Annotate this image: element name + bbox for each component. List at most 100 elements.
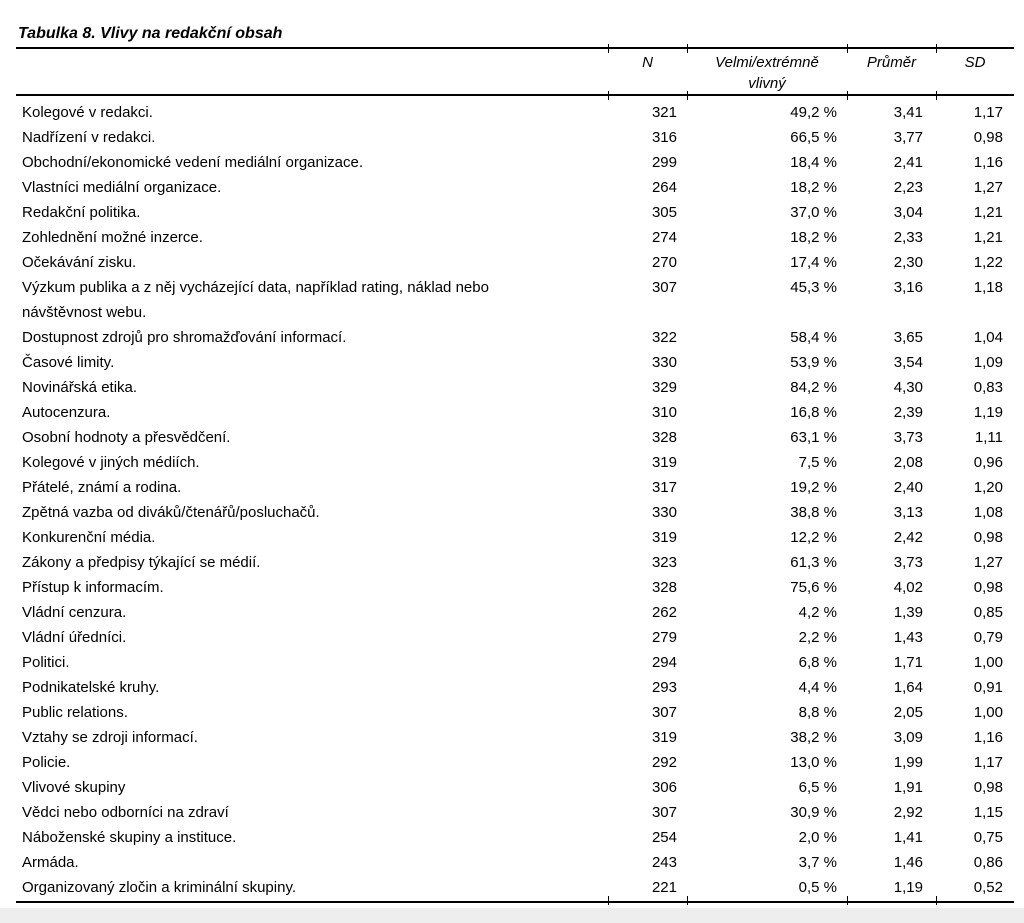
table-row: Vědci nebo odborníci na zdraví 307 30,9 …	[16, 800, 1014, 825]
row-label: Redakční politika.	[22, 204, 141, 221]
row-influential-percent: 17,4 %	[790, 254, 837, 271]
column-header-influential: Velmi/extrémně vlivný	[687, 47, 847, 96]
row-mean-value: 3,09	[893, 729, 923, 746]
row-sd-value: 1,09	[973, 354, 1003, 371]
row-n-value: 274	[651, 229, 677, 246]
row-influential-percent: 8,8 %	[798, 704, 837, 721]
table-row: Armáda. 243 3,7 % 1,46 0,86	[16, 850, 1014, 875]
row-influential-percent: 38,2 %	[790, 729, 837, 746]
row-influential-percent: 2,0 %	[798, 829, 837, 846]
table-row: Nadřízení v redakci. 316 66,5 % 3,77 0,9…	[16, 125, 1014, 150]
row-mean-value: 1,19	[847, 875, 936, 903]
row-label: Kolegové v redakci.	[22, 104, 153, 121]
table-row: Časové limity. 330 53,9 % 3,54 1,09	[16, 350, 1014, 375]
row-mean-value: 2,08	[893, 454, 923, 471]
row-n-value: 322	[651, 329, 677, 346]
row-mean-value: 1,99	[893, 754, 923, 771]
row-label: Vědci nebo odborníci na zdraví	[22, 804, 229, 821]
row-n-value: 317	[651, 479, 677, 496]
row-influential-percent: 45,3 %	[790, 279, 837, 296]
row-label: Osobní hodnoty a přesvědčení.	[22, 429, 231, 446]
row-mean-value: 2,30	[893, 254, 923, 271]
row-influential-percent: 84,2 %	[790, 379, 837, 396]
row-label: Konkurenční média.	[22, 529, 156, 546]
row-label: Kolegové v jiných médiích.	[22, 454, 200, 471]
row-sd-value: 0,96	[973, 454, 1003, 471]
column-header-sd: SD	[936, 47, 1014, 96]
row-sd-value: 0,98	[973, 779, 1003, 796]
row-label: Dostupnost zdrojů pro shromažďování info…	[22, 329, 347, 346]
column-divider-tick	[936, 91, 937, 100]
table-row: Public relations. 307 8,8 % 2,05 1,00	[16, 700, 1014, 725]
row-sd-value: 0,98	[973, 529, 1003, 546]
row-influential-percent: 53,9 %	[790, 354, 837, 371]
row-n-value: 264	[651, 179, 677, 196]
row-n-value: 330	[651, 354, 677, 371]
row-influential-percent: 4,2 %	[798, 604, 837, 621]
column-divider-tick	[608, 44, 609, 53]
row-mean-value: 3,41	[893, 104, 923, 121]
row-mean-value: 3,77	[893, 129, 923, 146]
row-n-value: 306	[651, 779, 677, 796]
row-influential-percent: 66,5 %	[790, 129, 837, 146]
row-label: Public relations.	[22, 704, 128, 721]
row-n-value: 292	[651, 754, 677, 771]
row-mean-value: 3,54	[893, 354, 923, 371]
row-mean-value: 2,23	[893, 179, 923, 196]
row-n-value: 319	[651, 454, 677, 471]
table-row: Obchodní/ekonomické vedení mediální orga…	[16, 150, 1014, 175]
row-sd-value: 0,98	[973, 579, 1003, 596]
row-influential-percent: 18,4 %	[790, 154, 837, 171]
table-row: Kolegové v redakci. 321 49,2 % 3,41 1,17	[16, 95, 1014, 125]
row-label: Vlivové skupiny	[22, 779, 126, 796]
row-n-value: 254	[651, 829, 677, 846]
row-mean-value: 2,33	[893, 229, 923, 246]
table-row: Přístup k informacím. 328 75,6 % 4,02 0,…	[16, 575, 1014, 600]
row-mean-value: 3,16	[893, 279, 923, 296]
row-label: Politici.	[22, 654, 70, 671]
row-mean-value: 2,41	[893, 154, 923, 171]
row-n-value: 243	[651, 854, 677, 871]
row-influential-percent: 18,2 %	[790, 179, 837, 196]
data-table: N Velmi/extrémně vlivný Průměr SD Kolego…	[16, 47, 1014, 903]
table-row: Vlastníci mediální organizace. 264 18,2 …	[16, 175, 1014, 200]
row-mean-value: 1,43	[893, 629, 923, 646]
row-influential-percent: 61,3 %	[790, 554, 837, 571]
row-influential-percent: 37,0 %	[790, 204, 837, 221]
row-n-value: 262	[651, 604, 677, 621]
column-divider-tick	[847, 91, 848, 100]
row-mean-value: 4,30	[893, 379, 923, 396]
row-n-value: 328	[651, 579, 677, 596]
row-sd-value: 1,04	[973, 329, 1003, 346]
row-influential-percent: 7,5 %	[798, 454, 837, 471]
row-n-value: 328	[651, 429, 677, 446]
row-sd-value: 1,20	[973, 479, 1003, 496]
row-influential-percent: 75,6 %	[790, 579, 837, 596]
row-mean-value: 2,39	[893, 404, 923, 421]
row-label: Vládní úředníci.	[22, 629, 127, 646]
table-row: Náboženské skupiny a instituce. 254 2,0 …	[16, 825, 1014, 850]
row-sd-value: 1,00	[973, 704, 1003, 721]
row-mean-value: 2,92	[893, 804, 923, 821]
table-row: Zákony a předpisy týkající se médií. 323…	[16, 550, 1014, 575]
row-mean-value: 1,41	[893, 829, 923, 846]
table-row: Politici. 294 6,8 % 1,71 1,00	[16, 650, 1014, 675]
row-influential-percent: 30,9 %	[790, 804, 837, 821]
row-mean-value: 3,73	[893, 429, 923, 446]
row-influential-percent: 18,2 %	[790, 229, 837, 246]
row-n-value: 293	[651, 679, 677, 696]
row-influential-percent: 3,7 %	[798, 854, 837, 871]
table-row: Vztahy se zdroji informací. 319 38,2 % 3…	[16, 725, 1014, 750]
row-mean-value: 1,64	[893, 679, 923, 696]
row-mean-value: 1,46	[893, 854, 923, 871]
table-row: Očekávání zisku. 270 17,4 % 2,30 1,22	[16, 250, 1014, 275]
row-label: Přístup k informacím.	[22, 579, 164, 596]
row-sd-value: 1,21	[973, 204, 1003, 221]
row-mean-value: 3,65	[893, 329, 923, 346]
row-n-value: 323	[651, 554, 677, 571]
row-n-value: 294	[651, 654, 677, 671]
row-label: Přátelé, známí a rodina.	[22, 479, 182, 496]
row-influential-percent: 4,4 %	[798, 679, 837, 696]
row-n-value: 316	[651, 129, 677, 146]
